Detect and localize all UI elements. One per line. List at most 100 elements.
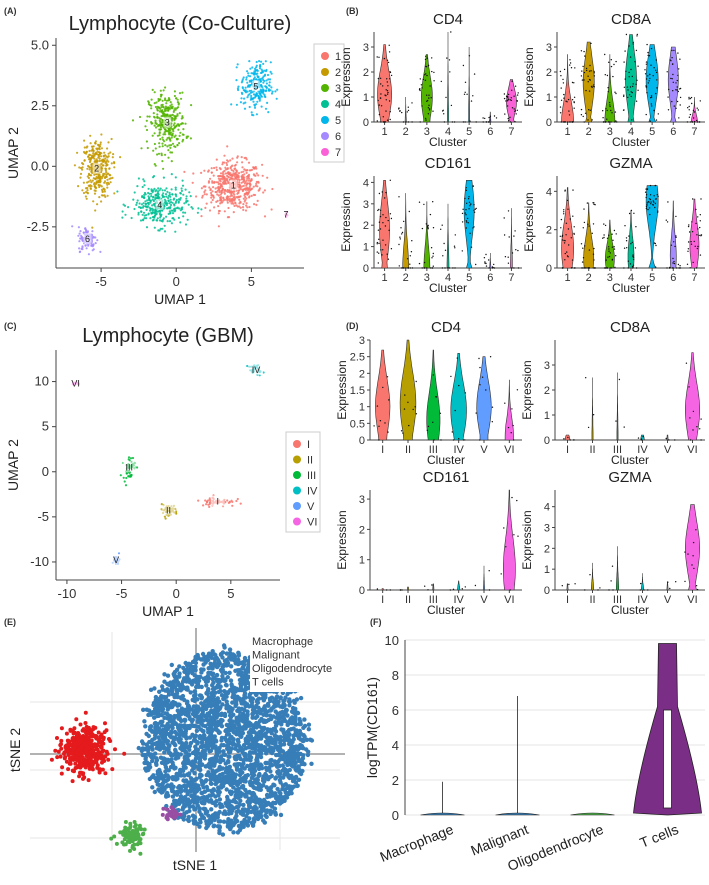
data-point [695,208,697,211]
data-point [162,192,165,195]
data-point [173,204,176,207]
data-point [242,177,245,180]
data-point [427,64,430,67]
data-point [561,235,563,238]
data-point [493,267,496,269]
data-point [513,235,515,237]
data-point [168,210,171,213]
data-point [247,802,252,807]
data-point [427,228,429,230]
data-point [251,66,254,69]
data-point [160,121,164,124]
x-tick-label: 7 [691,126,697,138]
data-point [180,189,183,192]
x-tick-label: 4 [445,126,451,138]
violin-II [591,562,594,591]
data-point [473,211,476,213]
data-point [113,192,116,195]
data-point [647,208,649,211]
data-point [691,564,693,566]
data-point [102,159,105,162]
data-point [86,186,89,190]
data-point [133,191,136,194]
data-point [604,267,607,269]
data-point [239,195,242,198]
data-point [144,731,149,737]
data-point [268,84,271,87]
data-point [205,193,208,196]
data-point [155,122,158,126]
data-point [426,99,429,102]
data-point [248,182,251,185]
legend-label: V [307,501,315,513]
data-point [230,169,233,172]
data-point [485,265,488,267]
data-point [468,55,471,57]
y-axis-label: Expression [335,510,349,569]
gene-title: CD8A [610,319,650,336]
data-point [609,105,611,108]
data-point [515,113,517,115]
data-point [232,190,236,193]
data-point [162,167,165,170]
data-point [260,60,263,63]
data-point [562,82,565,84]
data-point [204,189,207,192]
data-point [568,244,570,246]
data-point [377,262,379,264]
data-point [513,95,515,97]
data-point [466,221,468,223]
data-point [136,185,139,188]
data-point [144,205,147,208]
data-point [615,60,617,63]
data-point [192,778,197,783]
data-point [187,203,190,206]
data-point [243,194,246,197]
data-point [565,100,567,102]
data-point [217,177,220,180]
data-point [386,253,388,255]
data-point [173,135,176,138]
data-point [258,99,261,102]
data-point [418,88,421,91]
data-point [106,147,109,150]
data-point [513,534,515,536]
y-tick-label: 3 [359,335,365,347]
data-point [655,198,657,200]
data-point [196,211,199,214]
violin-1 [561,54,575,123]
data-point [217,824,222,829]
data-point [253,76,256,79]
data-point [677,74,679,77]
data-point [84,227,87,230]
data-point [104,169,107,172]
data-point [378,113,381,116]
data-point [142,178,145,181]
data-point [172,217,175,220]
data-point [227,206,230,210]
data-point [423,261,426,264]
data-point [212,196,215,199]
data-point [570,67,573,69]
data-point [264,810,269,815]
data-point [610,65,613,68]
data-point [158,142,161,145]
data-point [388,100,391,102]
data-point [493,115,496,117]
data-point [585,67,588,70]
data-point [645,86,648,88]
data-point [107,152,110,155]
data-point [560,121,562,123]
data-point [129,457,133,460]
data-point [180,807,185,812]
data-point [432,227,435,229]
data-point [644,191,647,193]
data-point [626,247,628,249]
data-point [632,43,634,45]
data-point [648,207,651,209]
data-point [179,196,182,200]
data-point [162,138,165,141]
data-point [122,476,125,479]
data-point [587,223,589,225]
data-point [655,69,657,72]
